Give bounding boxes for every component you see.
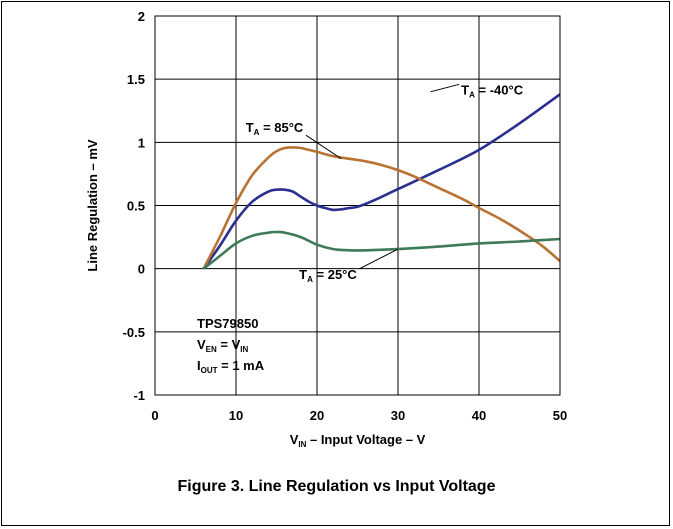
line-regulation-chart: 0 10 20 30 40 50-1-0.500.511.52 TA = -40°CTA … (85, 9, 568, 449)
series-label-1: TA = 85°C (246, 120, 304, 137)
x-tick-label: 20 (310, 408, 324, 423)
y-tick-label: 0 (138, 262, 145, 277)
series-line-2 (202, 230, 560, 270)
y-tick-label: 1 (138, 135, 145, 150)
device-conditions: TPS79850 VEN = VIN IOUT = 1 mA (197, 316, 265, 375)
y-tick-label: -0.5 (123, 325, 145, 340)
annotations: TA = -40°C TA = 85°C TA = 25°C (246, 82, 524, 283)
series-label-2: TA = 25°C (299, 267, 357, 284)
series-lines (202, 93, 560, 270)
series-line-0 (202, 93, 560, 270)
condition-line-0: TPS79850 (197, 316, 258, 331)
x-tick-label: 10 (229, 408, 243, 423)
y-tick-label: -1 (133, 388, 145, 403)
condition-line-2: IOUT = 1 mA (197, 358, 265, 375)
figure-caption: Figure 3. Line Regulation vs Input Volta… (177, 478, 496, 495)
series-label-0: TA = -40°C (461, 82, 524, 99)
series-label-leader (359, 248, 399, 270)
y-axis-label: Line Regulation – mV (85, 139, 100, 272)
x-tick-label: 40 (472, 408, 486, 423)
series-label-leader (305, 134, 342, 160)
x-tick-label: 30 (391, 408, 405, 423)
condition-line-1: VEN = VIN (197, 337, 249, 354)
tick-labels: 0 10 20 30 40 50 -1 -0.5 0 0.5 1 1.5 2 (123, 9, 568, 423)
series-label-leader (430, 83, 460, 93)
series-line-1 (202, 146, 560, 270)
x-axis-label: VIN – Input Voltage – V (290, 432, 426, 449)
plot-border (154, 15, 561, 396)
x-tick-label: 0 (151, 408, 158, 423)
x-tick-label: 50 (553, 408, 567, 423)
y-tick-label: 0.5 (127, 199, 145, 214)
y-tick-label: 1.5 (127, 72, 145, 87)
y-tick-label: 2 (138, 9, 145, 24)
